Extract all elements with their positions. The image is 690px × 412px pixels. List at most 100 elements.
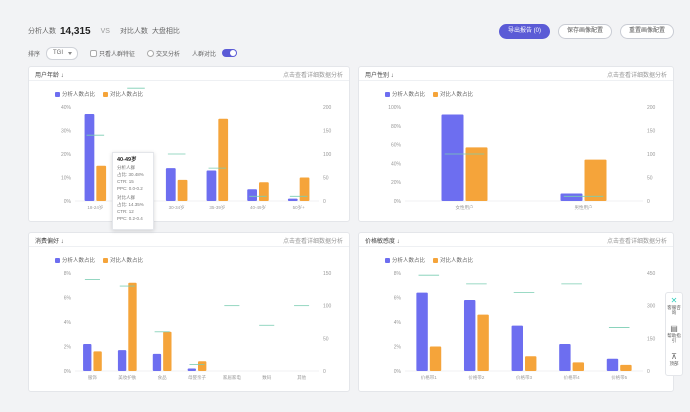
panel-detail-link[interactable]: 点击查看详细数据分析 (282, 239, 343, 245)
legend-analysis[interactable]: 分析人数占比 (55, 90, 95, 98)
bar-analysis (511, 325, 523, 371)
y-tick-label: 20% (391, 180, 402, 186)
panel-title[interactable]: 用户性别 ↓ (365, 73, 394, 79)
bar-analysis (247, 189, 257, 201)
y2-tick-label: 50 (323, 336, 329, 342)
bar-analysis (187, 368, 196, 371)
tooltip-line: PPC: 0.2-0.4 (117, 216, 143, 221)
x-tick-label: 女性用户 (456, 204, 474, 211)
save-config-button[interactable]: 保存画像配置 (557, 23, 612, 39)
bar-contrast (525, 356, 537, 371)
y-tick-label: 4% (394, 320, 402, 326)
y-tick-label: 4% (64, 320, 72, 326)
legend: 分析人数占比 对比人数占比 (385, 256, 473, 264)
tooltip-line: CTR: 12 (117, 209, 134, 214)
x-tick-label: 数码 (262, 374, 271, 381)
sidebar-item-service[interactable]: ✕ 客服咨询 (667, 296, 681, 315)
y-tick-label: 40% (391, 161, 402, 167)
x-tick-label: 价格带1 (421, 374, 437, 381)
bar-contrast (299, 177, 310, 201)
feature-checkbox[interactable]: 只看人群特征 (90, 49, 135, 58)
analysis-count: 14,315 (60, 25, 91, 37)
legend-analysis[interactable]: 分析人数占比 (385, 90, 425, 98)
sort-label: 排序 (28, 51, 41, 58)
panel-consumption: 消费偏好 ↓ 点击查看详细数据分析 分析人数占比 对比人数占比 8% 6% 4% 2% 0… (28, 232, 350, 392)
x-tick-label: 家居家电 (223, 374, 241, 381)
y2-tick-label: 150 (647, 336, 656, 342)
radio-label: 交叉分析 (156, 51, 181, 58)
y2-tick-label: 50 (647, 176, 653, 182)
bar-contrast (620, 364, 632, 371)
y-tick-label: 6% (394, 296, 402, 302)
legend-analysis[interactable]: 分析人数占比 (55, 256, 95, 264)
panel-header: 价格敏感度 ↓ 点击查看详细数据分析 (359, 233, 673, 247)
y-tick-label: 8% (64, 271, 72, 277)
sidebar-item-top[interactable]: ⊼ 顶部 (666, 349, 682, 369)
panel-title[interactable]: 用户年龄 ↓ (35, 73, 64, 79)
legend-contrast[interactable]: 对比人数占比 (103, 90, 143, 98)
y-tick-label: 0% (394, 199, 402, 205)
legend: 分析人数占比 对比人数占比 (55, 90, 143, 98)
tooltip-line: PPC: 0.0-0.2 (117, 186, 143, 191)
panel-detail-link[interactable]: 点击查看详细数据分析 (606, 239, 667, 245)
panel-detail-link[interactable]: 点击查看详细数据分析 (282, 73, 343, 79)
x-tick-label: 男性用户 (575, 204, 593, 211)
y-tick-label: 2% (394, 345, 402, 351)
x-tick-label: 18-24岁 (87, 204, 103, 211)
y-tick-label: 8% (394, 271, 402, 277)
x-tick-label: 食品 (158, 374, 167, 381)
sort-select[interactable]: TGI (46, 46, 79, 60)
bar-contrast (572, 362, 585, 371)
bar-analysis (117, 350, 127, 371)
summary-bar: 分析人数 14,315 VS 对比人数 大盘相比 导出报告 (0) 保存画像配置… (28, 18, 674, 44)
contrast-toggle[interactable] (222, 49, 238, 57)
panel-detail-link[interactable]: 点击查看详细数据分析 (606, 73, 667, 79)
to-top-icon: ⊼ (671, 352, 677, 361)
panel-gender: 用户性别 ↓ 点击查看详细数据分析 分析人数占比 对比人数占比 100% 80% 60… (358, 66, 674, 222)
bar-analysis (463, 299, 476, 371)
tooltip-line: 对比人群 (117, 195, 135, 200)
y2-tick-label: 150 (323, 271, 332, 277)
sidebar-item-help[interactable]: ▤ 帮助指引 (667, 324, 681, 343)
legend-contrast[interactable]: 对比人数占比 (433, 90, 473, 98)
y2-tick-label: 0 (647, 369, 650, 375)
bar-analysis (206, 170, 217, 201)
x-tick-label: 35-39岁 (209, 204, 225, 211)
x-tick-label: 价格带2 (468, 374, 484, 381)
vs-label: VS (100, 27, 110, 35)
legend-contrast[interactable]: 对比人数占比 (433, 256, 473, 264)
x-tick-label: 其他 (297, 374, 306, 381)
y2-tick-label: 150 (323, 129, 332, 135)
panel-title[interactable]: 价格敏感度 ↓ (365, 239, 400, 245)
x-tick-label: 30-34岁 (169, 204, 185, 211)
bar-contrast (259, 182, 269, 201)
panel-title[interactable]: 消费偏好 ↓ (35, 239, 64, 245)
bar-contrast (465, 147, 488, 201)
tooltip-line: 分析人群 (117, 165, 135, 170)
bar-contrast (584, 159, 607, 201)
y2-tick-label: 0 (323, 199, 326, 205)
y2-tick-label: 100 (647, 152, 656, 158)
legend-contrast[interactable]: 对比人数占比 (103, 256, 143, 264)
tooltip-title: 40-49岁 (117, 157, 137, 163)
panel-age: 用户年龄 ↓ 点击查看详细数据分析 分析人数占比 对比人数占比 40% 30% 20%… (28, 66, 350, 222)
bar-contrast (198, 361, 207, 371)
reset-config-button[interactable]: 重置画像配置 (619, 23, 674, 39)
chart-tooltip: 40-49岁 分析人群 占比: 30.48% CTR: 15 PPC: 0.0-… (112, 152, 154, 230)
y-tick-label: 100% (388, 105, 401, 111)
cross-analysis-radio[interactable]: 交叉分析 (147, 49, 180, 58)
tooltip-line: 占比: 14.35% (117, 202, 144, 207)
y-tick-label: 2% (64, 345, 72, 351)
x-tick-label: 母婴亲子 (188, 374, 206, 381)
x-tick-label: 服饰 (88, 374, 97, 381)
gender-chart: 100% 80% 60% 40% 20% 0% 200 150 100 50 0 女性用户 男性用户 (388, 105, 656, 211)
y2-tick-label: 300 (647, 304, 656, 310)
x-tick-label: 美妆护肤 (118, 374, 136, 381)
legend-analysis[interactable]: 分析人数占比 (385, 256, 425, 264)
export-report-button[interactable]: 导出报告 (0) (498, 23, 550, 39)
y2-tick-label: 0 (323, 369, 326, 375)
bar-analysis (287, 198, 298, 201)
bar-analysis (152, 353, 162, 371)
panel-header: 消费偏好 ↓ 点击查看详细数据分析 (29, 233, 349, 247)
